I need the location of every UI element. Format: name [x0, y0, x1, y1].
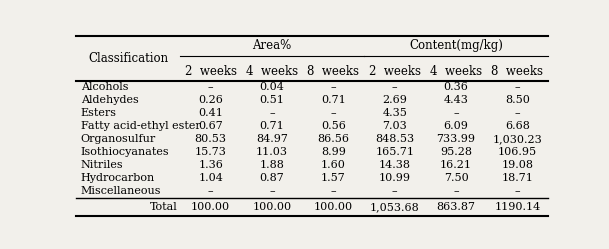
Text: –: – — [453, 186, 459, 196]
Text: 0.41: 0.41 — [198, 108, 223, 118]
Text: –: – — [331, 108, 336, 118]
Text: 14.38: 14.38 — [379, 160, 410, 170]
Text: 11.03: 11.03 — [256, 147, 288, 157]
Text: 0.87: 0.87 — [259, 173, 284, 183]
Text: 100.00: 100.00 — [314, 202, 353, 212]
Text: –: – — [515, 82, 520, 92]
Text: 8  weeks: 8 weeks — [308, 64, 359, 78]
Text: 0.36: 0.36 — [443, 82, 468, 92]
Text: 0.71: 0.71 — [259, 121, 284, 131]
Text: 4.35: 4.35 — [382, 108, 407, 118]
Text: 100.00: 100.00 — [253, 202, 292, 212]
Text: –: – — [515, 186, 520, 196]
Text: 7.50: 7.50 — [444, 173, 468, 183]
Text: 0.26: 0.26 — [198, 95, 223, 105]
Text: Nitriles: Nitriles — [81, 160, 124, 170]
Text: 848.53: 848.53 — [375, 134, 414, 144]
Text: 165.71: 165.71 — [375, 147, 414, 157]
Text: Classification: Classification — [88, 52, 168, 65]
Text: 0.67: 0.67 — [199, 121, 223, 131]
Text: 7.03: 7.03 — [382, 121, 407, 131]
Text: 19.08: 19.08 — [501, 160, 533, 170]
Text: 0.04: 0.04 — [259, 82, 284, 92]
Text: 1,053.68: 1,053.68 — [370, 202, 420, 212]
Text: 863.87: 863.87 — [437, 202, 476, 212]
Text: 16.21: 16.21 — [440, 160, 472, 170]
Text: 4  weeks: 4 weeks — [430, 64, 482, 78]
Text: –: – — [331, 82, 336, 92]
Text: 1.57: 1.57 — [321, 173, 346, 183]
Text: 106.95: 106.95 — [498, 147, 537, 157]
Text: 95.28: 95.28 — [440, 147, 472, 157]
Text: 100.00: 100.00 — [191, 202, 230, 212]
Text: 2  weeks: 2 weeks — [185, 64, 237, 78]
Text: 0.71: 0.71 — [321, 95, 346, 105]
Text: 2  weeks: 2 weeks — [368, 64, 421, 78]
Text: –: – — [208, 186, 213, 196]
Text: 4  weeks: 4 weeks — [246, 64, 298, 78]
Text: Esters: Esters — [81, 108, 117, 118]
Text: Hydrocarbon: Hydrocarbon — [81, 173, 155, 183]
Text: 2.69: 2.69 — [382, 95, 407, 105]
Text: –: – — [208, 82, 213, 92]
Text: 1.88: 1.88 — [259, 160, 284, 170]
Text: –: – — [392, 82, 398, 92]
Text: Miscellaneous: Miscellaneous — [81, 186, 161, 196]
Text: 0.51: 0.51 — [259, 95, 284, 105]
Text: 8.50: 8.50 — [505, 95, 530, 105]
Text: Total: Total — [150, 202, 178, 212]
Text: Alcohols: Alcohols — [81, 82, 128, 92]
Text: 1190.14: 1190.14 — [495, 202, 541, 212]
Text: 1.60: 1.60 — [321, 160, 346, 170]
Text: 1.04: 1.04 — [198, 173, 223, 183]
Text: –: – — [392, 186, 398, 196]
Text: 6.68: 6.68 — [505, 121, 530, 131]
Text: 15.73: 15.73 — [195, 147, 227, 157]
Text: 6.09: 6.09 — [443, 121, 468, 131]
Text: 8  weeks: 8 weeks — [491, 64, 543, 78]
Text: Fatty acid-ethyl ester: Fatty acid-ethyl ester — [81, 121, 200, 131]
Text: 4.43: 4.43 — [443, 95, 468, 105]
Text: 1,030.23: 1,030.23 — [493, 134, 542, 144]
Text: Aldehydes: Aldehydes — [81, 95, 139, 105]
Text: 80.53: 80.53 — [195, 134, 227, 144]
Text: –: – — [269, 108, 275, 118]
Text: 1.36: 1.36 — [198, 160, 223, 170]
Text: 86.56: 86.56 — [317, 134, 350, 144]
Text: Isothiocyanates: Isothiocyanates — [81, 147, 169, 157]
Text: 10.99: 10.99 — [379, 173, 410, 183]
Text: Organosulfur: Organosulfur — [81, 134, 156, 144]
Text: 0.56: 0.56 — [321, 121, 346, 131]
Text: –: – — [269, 186, 275, 196]
Text: 18.71: 18.71 — [501, 173, 533, 183]
Text: –: – — [515, 108, 520, 118]
Text: 733.99: 733.99 — [437, 134, 476, 144]
Text: 84.97: 84.97 — [256, 134, 288, 144]
Text: –: – — [453, 108, 459, 118]
Text: –: – — [331, 186, 336, 196]
Text: 8.99: 8.99 — [321, 147, 346, 157]
Text: Content(mg/kg): Content(mg/kg) — [409, 40, 503, 53]
Text: Area%: Area% — [252, 40, 292, 53]
